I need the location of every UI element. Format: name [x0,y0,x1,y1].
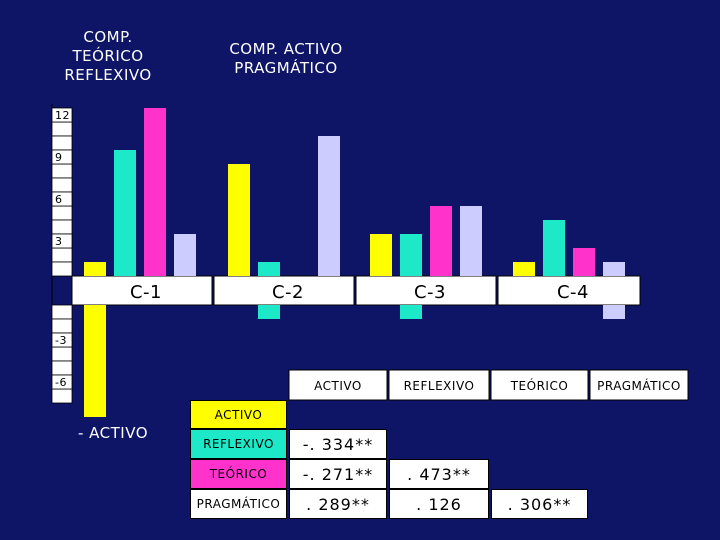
category-band [71,275,213,306]
y-tick-label-box [51,107,73,123]
y-tick-box [51,219,73,235]
y-tick-box [51,346,73,362]
category-label: C-4 [557,282,589,303]
bar-activo-c-1 [84,262,106,276]
legend-label: ACTIVO [314,379,362,393]
header-right-line2: PRAGMÁTICO [234,59,338,77]
bar-reflexivo-c-4 [543,220,565,276]
bar-activo-c-4 [513,262,535,276]
legend-item [288,369,388,401]
y-tick-label: -3 [55,334,67,347]
y-tick-box [51,261,73,277]
bar-reflexivo-c-1 [114,150,136,276]
header-left-line1: COMP. [83,28,133,46]
negative-bar-reflexivo-c-3 [400,305,422,319]
y-tick-box [51,388,73,404]
table-cell-teorico-activo: -. 271** [289,459,387,489]
bar-teórico-c-3 [430,206,452,276]
y-tick-label: 3 [55,235,63,248]
bar-activo-c-3 [370,234,392,276]
table-row-label-teorico: TEÓRICO [190,459,287,489]
legend-label: REFLEXIVO [404,379,475,393]
bar-teórico-c-1 [144,108,166,276]
table-row-label-pragmatico: PRAGMÁTICO [190,489,287,519]
y-tick-box [51,205,73,221]
bar-pragmático-c-2 [318,136,340,276]
y-tick-label-box [51,149,73,165]
table-row-label-reflexivo: REFLEXIVO [190,429,287,459]
category-label: C-3 [414,282,446,303]
y-tick-box [51,135,73,151]
category-label: C-1 [130,282,162,303]
category-band [355,275,497,306]
y-tick-box [51,318,73,334]
y-tick-box [51,121,73,137]
bar-reflexivo-c-3 [400,234,422,276]
header-right-line1: COMP. ACTIVO [229,40,343,58]
category-band [497,275,641,306]
y-tick-label-box [51,233,73,249]
y-tick-label-box [51,374,73,390]
y-tick-label-box [51,332,73,348]
y-tick-label-box [51,191,73,207]
table-cell-pragmatico-teorico: . 306** [491,489,588,519]
table-cell-reflexivo-activo: -. 334** [289,429,387,459]
bar-activo-c-2 [228,164,250,276]
y-tick-box [51,177,73,193]
bar-pragmático-c-4 [603,262,625,276]
bar-teórico-c-4 [573,248,595,276]
table-cell-pragmatico-activo: . 289** [289,489,387,519]
y-tick-label: 9 [55,151,63,164]
header-left-line2: TEÓRICO [72,47,144,65]
y-tick-label: 6 [55,193,63,206]
legend-label: TEÓRICO [510,378,569,393]
legend-item [589,369,689,401]
bar-reflexivo-c-2 [258,262,280,276]
table-header-activo: ACTIVO [190,400,287,429]
y-tick-box [51,163,73,179]
table-cell-pragmatico-reflexivo: . 126 [389,489,489,519]
negative-pole-label: - ACTIVO [77,424,149,442]
header-right: COMP. ACTIVO PRAGMÁTICO [200,40,372,78]
y-tick-label: 12 [55,109,70,122]
legend-label: PRAGMÁTICO [597,378,681,393]
y-tick-label: -6 [55,376,67,389]
negative-bar-activo-c-1 [84,305,106,417]
bar-pragmático-c-1 [174,234,196,276]
y-tick-box [51,247,73,263]
negative-bar-pragmático-c-4 [603,305,625,319]
bar-pragmático-c-3 [460,206,482,276]
category-band [213,275,355,306]
header-left-line3: REFLEXIVO [64,66,152,84]
category-label: C-2 [272,282,304,303]
legend-item [388,369,490,401]
table-cell-teorico-reflexivo: . 473** [389,459,489,489]
negative-bar-reflexivo-c-2 [258,305,280,319]
y-tick-box [51,304,73,320]
header-left: COMP. TEÓRICO REFLEXIVO [48,28,168,85]
y-tick-box [51,360,73,376]
legend-item [490,369,589,401]
